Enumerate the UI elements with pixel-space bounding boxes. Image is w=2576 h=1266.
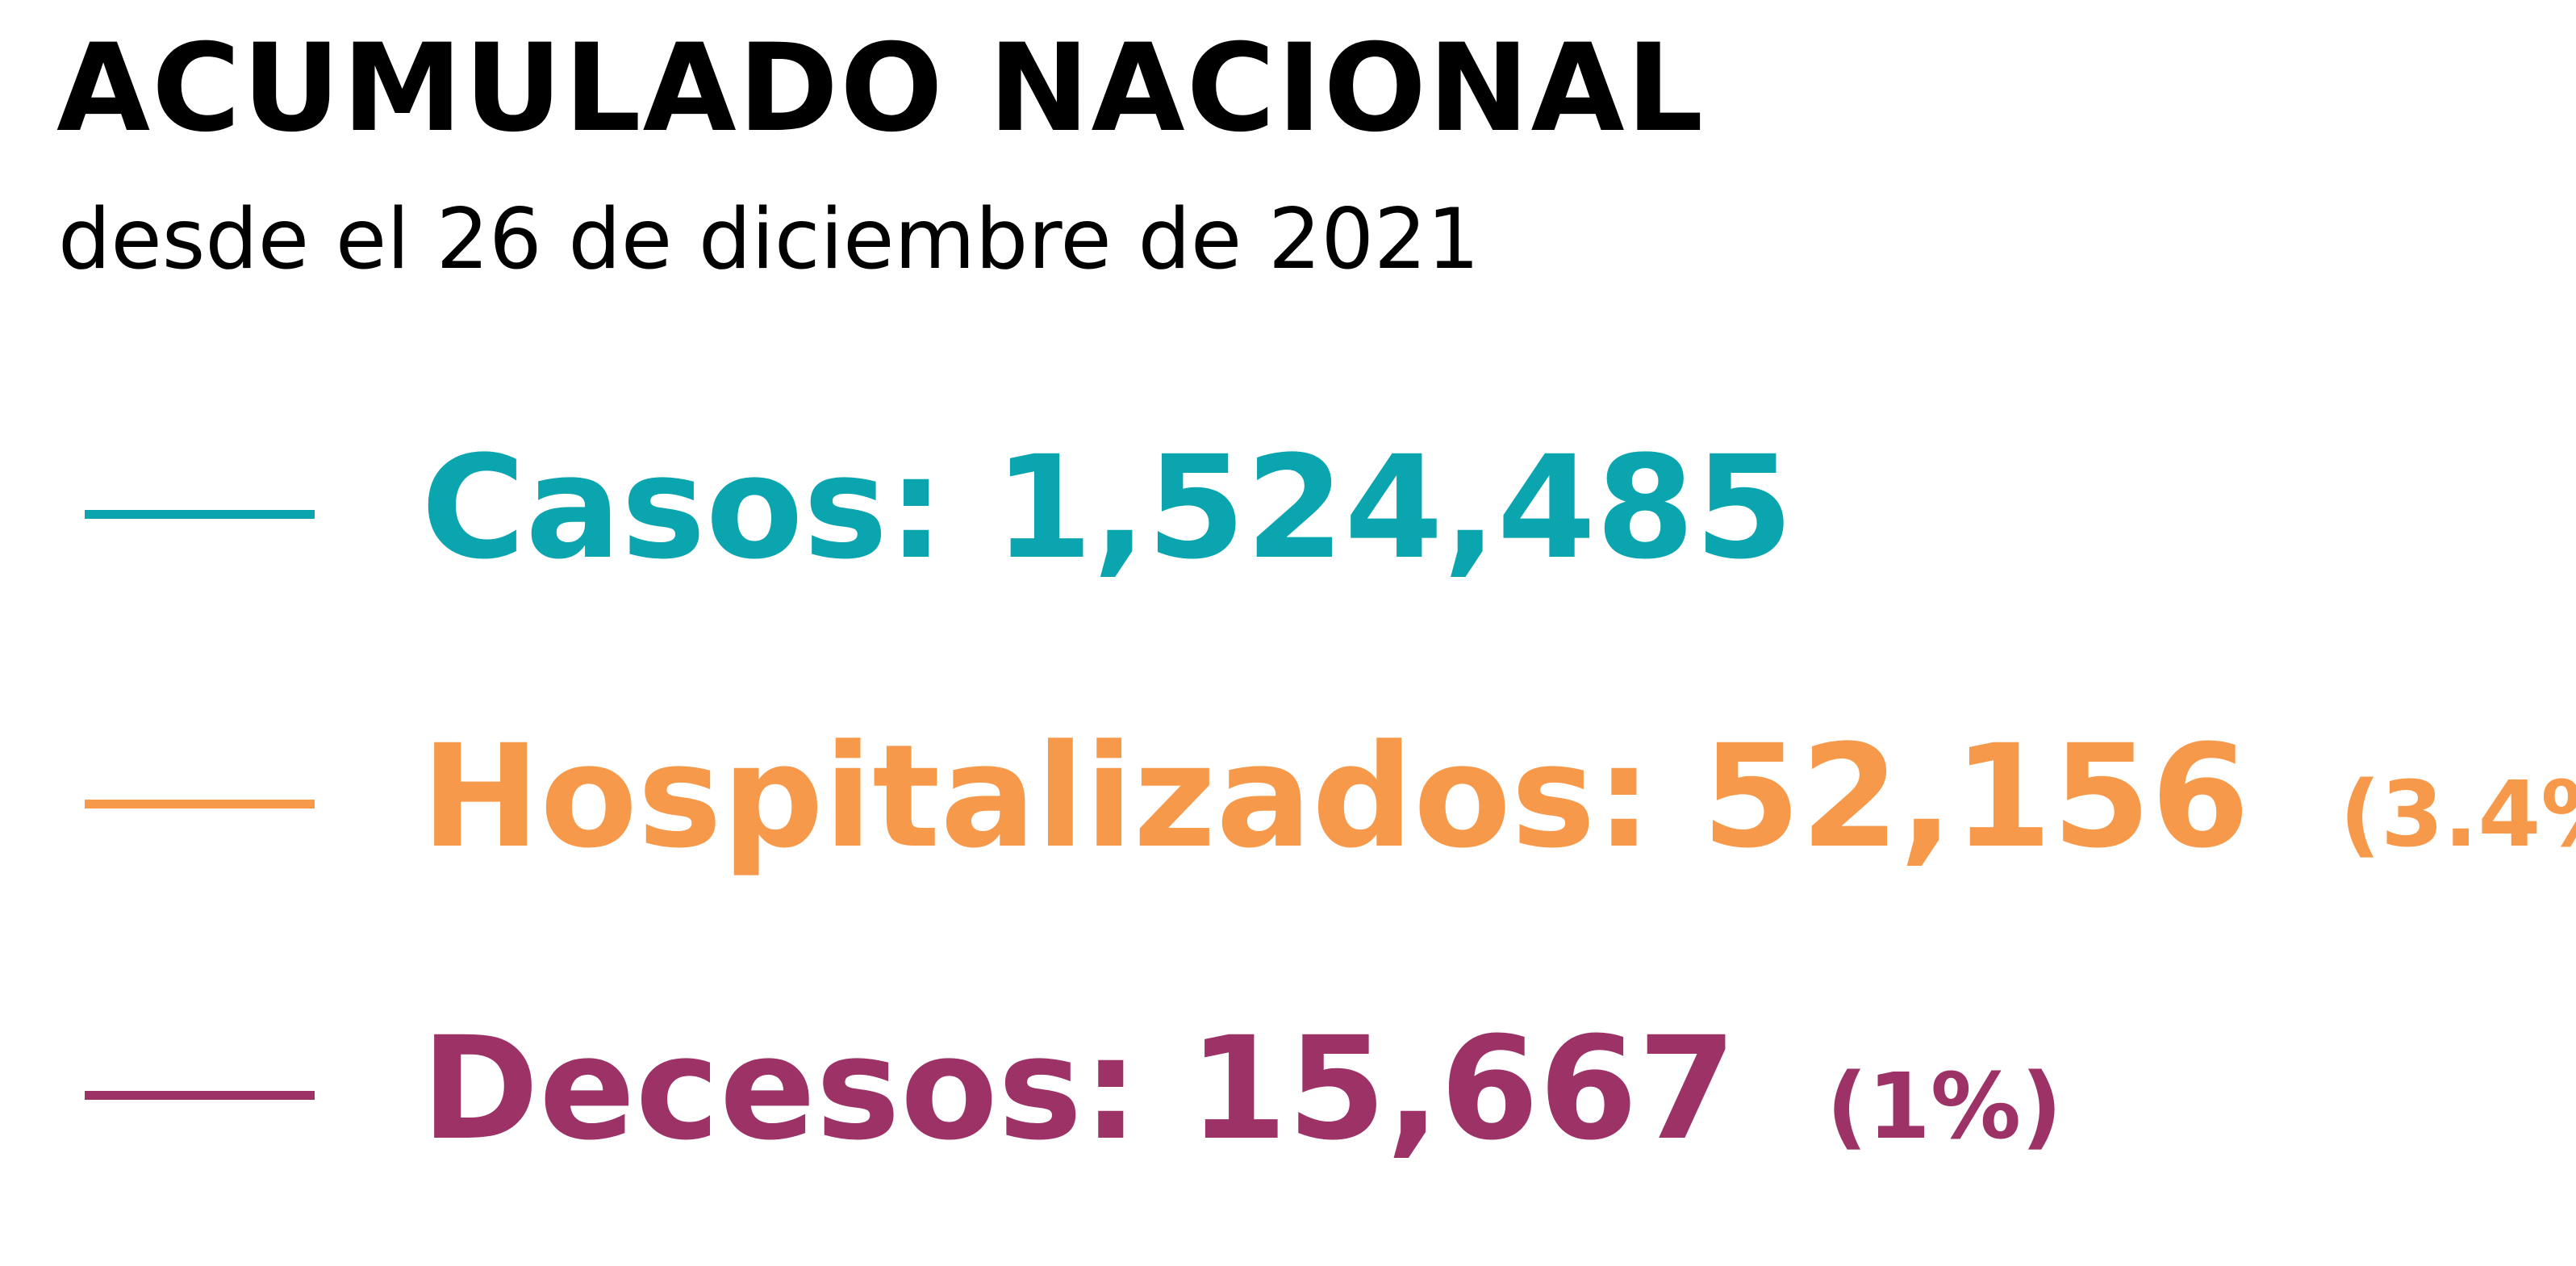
metric-pct-decesos: (1%) bbox=[1826, 1055, 2063, 1159]
metric-row-hospitalizados: Hospitalizados: 52,156 (3.4%) bbox=[0, 717, 2576, 878]
metric-row-decesos: Decesos: 15,667 (1%) bbox=[0, 1009, 2576, 1170]
metric-value-casos: 1,524,485 bbox=[994, 425, 1793, 591]
legend-line-casos bbox=[85, 510, 315, 519]
metric-casos: Casos: 1,524,485 bbox=[421, 428, 1793, 589]
metric-decesos: Decesos: 15,667 (1%) bbox=[421, 1009, 2062, 1188]
metric-hospitalizados: Hospitalizados: 52,156 (3.4%) bbox=[421, 717, 2576, 896]
metric-label-casos: Casos: bbox=[421, 425, 945, 591]
legend-line-decesos bbox=[85, 1091, 315, 1100]
metric-value-decesos: 15,667 bbox=[1188, 1006, 1737, 1172]
legend-line-hospitalizados bbox=[85, 800, 315, 808]
metric-pct-hospitalizados: (3.4%) bbox=[2339, 763, 2576, 867]
metric-row-casos: Casos: 1,524,485 bbox=[0, 428, 2576, 589]
metric-value-hospitalizados: 52,156 bbox=[1701, 714, 2250, 880]
page-title: ACUMULADO NACIONAL bbox=[56, 19, 1706, 159]
metric-label-decesos: Decesos: bbox=[421, 1006, 1139, 1172]
metric-label-hospitalizados: Hospitalizados: bbox=[421, 714, 1653, 880]
page-subtitle: desde el 26 de diciembre de 2021 bbox=[58, 191, 1480, 288]
